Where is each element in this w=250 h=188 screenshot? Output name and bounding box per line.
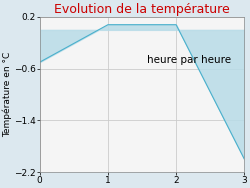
Y-axis label: Température en °C: Température en °C bbox=[3, 52, 12, 137]
Text: heure par heure: heure par heure bbox=[147, 55, 231, 65]
Title: Evolution de la température: Evolution de la température bbox=[54, 3, 230, 16]
